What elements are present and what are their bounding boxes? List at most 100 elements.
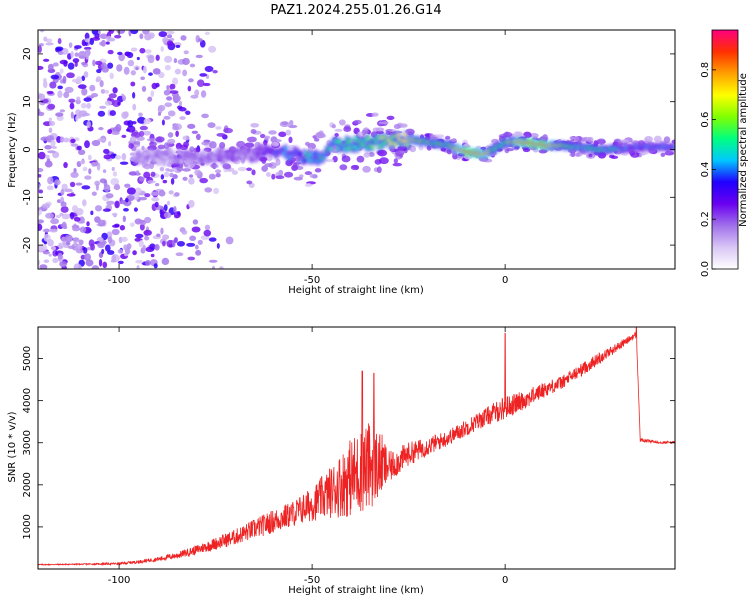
- spectrogram-noise-blob: [84, 140, 90, 149]
- snr-y-tick-label: 2000: [22, 472, 33, 497]
- spectrogram-noise-blob: [88, 239, 95, 247]
- spectrogram-halo-blob: [671, 139, 675, 144]
- spectrogram-noise-blob: [161, 257, 170, 266]
- spectrogram-noise-blob: [145, 259, 151, 266]
- spectrogram-noise-blob: [51, 145, 57, 149]
- spectrogram-noise-blob: [169, 90, 179, 94]
- spectrogram-noise-blob: [55, 46, 64, 52]
- snr-y-axis-label: SNR (10 * v/v): [7, 411, 18, 482]
- spectrogram-noise-blob: [141, 145, 145, 151]
- spectrogram-noise-blob: [168, 190, 174, 195]
- spectrogram-track-core: [177, 149, 181, 154]
- spectrogram-noise-blob: [166, 200, 171, 206]
- spectrogram-noise-blob: [52, 151, 60, 159]
- spectrogram-halo-blob: [284, 171, 294, 178]
- colorbar-tick-label: 0.4: [700, 161, 711, 177]
- spectrogram-noise-blob: [57, 252, 63, 260]
- spectrogram-y-tick-label: -20: [22, 237, 33, 253]
- spectrogram-noise-blob: [48, 117, 52, 122]
- spectrogram-noise-blob: [136, 264, 140, 269]
- spectrogram-halo-blob: [377, 149, 388, 157]
- spectrogram-halo-blob: [231, 170, 238, 175]
- spectrogram-halo-blob: [216, 132, 226, 137]
- spectrogram-noise-blob: [155, 54, 160, 61]
- spectrogram-noise-blob: [70, 111, 74, 119]
- spectrogram-noise-blob: [103, 154, 112, 160]
- spectrogram-halo-blob: [292, 162, 298, 169]
- spectrogram-noise-blob: [38, 244, 48, 252]
- spectrogram-noise-blob: [165, 168, 170, 172]
- spectrogram-noise-blob: [72, 226, 81, 232]
- spectrogram-noise-blob: [169, 38, 175, 42]
- spectrogram-noise-blob: [78, 239, 84, 246]
- spectrogram-noise-blob: [46, 185, 54, 191]
- spectrogram-halo-blob: [222, 163, 231, 170]
- spectrogram-noise-blob: [225, 236, 234, 245]
- spectrogram-halo-blob: [363, 152, 370, 158]
- spectrogram-halo-blob: [331, 124, 336, 129]
- spectrogram-noise-blob: [188, 78, 194, 83]
- spectrogram-noise-blob: [61, 221, 67, 229]
- spectrogram-noise-blob: [61, 183, 68, 191]
- spectrogram-noise-blob: [138, 112, 143, 117]
- spectrogram-noise-blob: [177, 211, 181, 216]
- spectrogram-noise-blob: [57, 199, 62, 204]
- spectrogram-halo-blob: [176, 165, 184, 172]
- spectrogram-halo-blob: [480, 146, 487, 150]
- spectrogram-noise-blob: [65, 241, 71, 246]
- spectrogram-noise-blob: [182, 135, 190, 141]
- spectrogram-noise-blob: [57, 51, 64, 56]
- spectrogram-halo-blob: [393, 123, 401, 130]
- snr-ticks: -100 -50 0 1000 2000 3000 4000 5000: [22, 327, 675, 586]
- snr-x-axis-label: Height of straight line (km): [288, 585, 424, 596]
- spectrogram-noise-blob: [52, 257, 59, 264]
- spectrogram-halo-blob: [538, 149, 548, 154]
- spectrogram-noise-blob: [98, 127, 104, 131]
- spectrogram-noise-blob: [75, 182, 83, 186]
- spectrogram-noise-blob: [208, 259, 218, 263]
- spectrogram-noise-blob: [54, 179, 61, 186]
- spectrogram-noise-blob: [135, 259, 144, 264]
- spectrogram-noise-blob: [104, 244, 111, 252]
- spectrogram-noise-blob: [51, 245, 56, 251]
- spectrogram-noise-blob: [164, 55, 173, 63]
- spectrogram-noise-blob: [143, 229, 152, 236]
- spectrogram-halo-blob: [361, 129, 366, 136]
- spectrogram-noise-blob: [99, 41, 104, 46]
- spectrogram-halo-blob: [334, 132, 339, 138]
- spectrogram-track-core: [144, 159, 149, 164]
- spectrogram-noise-blob: [91, 139, 101, 147]
- spectrogram-noise-blob: [207, 122, 216, 129]
- snr-series-line: [38, 327, 675, 567]
- spectrogram-halo-blob: [339, 164, 348, 171]
- spectrogram-halo-blob: [357, 131, 363, 138]
- spectrogram-noise-blob: [47, 239, 54, 247]
- spectrogram-halo-blob: [259, 133, 266, 139]
- spectrogram-noise-blob: [182, 57, 190, 66]
- spectrogram-noise-blob: [119, 161, 129, 165]
- spectrogram-noise-blob: [75, 115, 79, 122]
- spectrogram-track-core: [313, 151, 318, 156]
- spectrogram-noise-blob: [161, 119, 165, 126]
- spectrogram-noise-blob: [166, 96, 173, 101]
- spectrogram-noise-blob: [60, 201, 67, 208]
- spectrogram-noise-blob: [73, 216, 81, 222]
- spectrogram-halo-blob: [129, 152, 135, 156]
- spectrogram-noise-blob: [121, 134, 127, 139]
- spectrogram-noise-blob: [48, 120, 56, 127]
- snr-x-tick-label: 0: [502, 575, 508, 586]
- spectrogram-noise-blob: [173, 205, 177, 213]
- spectrogram-noise-blob: [195, 249, 202, 256]
- spectrogram-noise-blob: [94, 180, 101, 186]
- spectrogram-halo-blob: [172, 174, 178, 180]
- spectrogram-noise-blob: [66, 72, 75, 79]
- spectrogram-halo-blob: [399, 123, 408, 128]
- spectrogram-noise-blob: [179, 116, 186, 120]
- spectrogram-halo-blob: [143, 163, 151, 170]
- spectrogram-noise-blob: [99, 33, 108, 40]
- spectrogram-noise-blob: [105, 193, 114, 199]
- spectrogram-halo-blob: [264, 163, 273, 168]
- spectrogram-noise-blob: [141, 85, 147, 92]
- spectrogram-noise-blob: [117, 101, 121, 106]
